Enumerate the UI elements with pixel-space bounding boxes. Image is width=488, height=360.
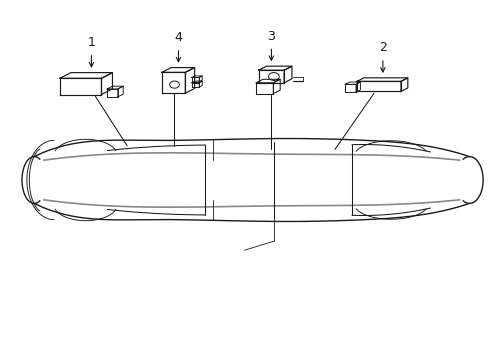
Text: 2: 2 [378,41,386,54]
Text: 1: 1 [87,36,95,49]
Text: 3: 3 [267,30,275,43]
Text: 4: 4 [174,31,182,44]
